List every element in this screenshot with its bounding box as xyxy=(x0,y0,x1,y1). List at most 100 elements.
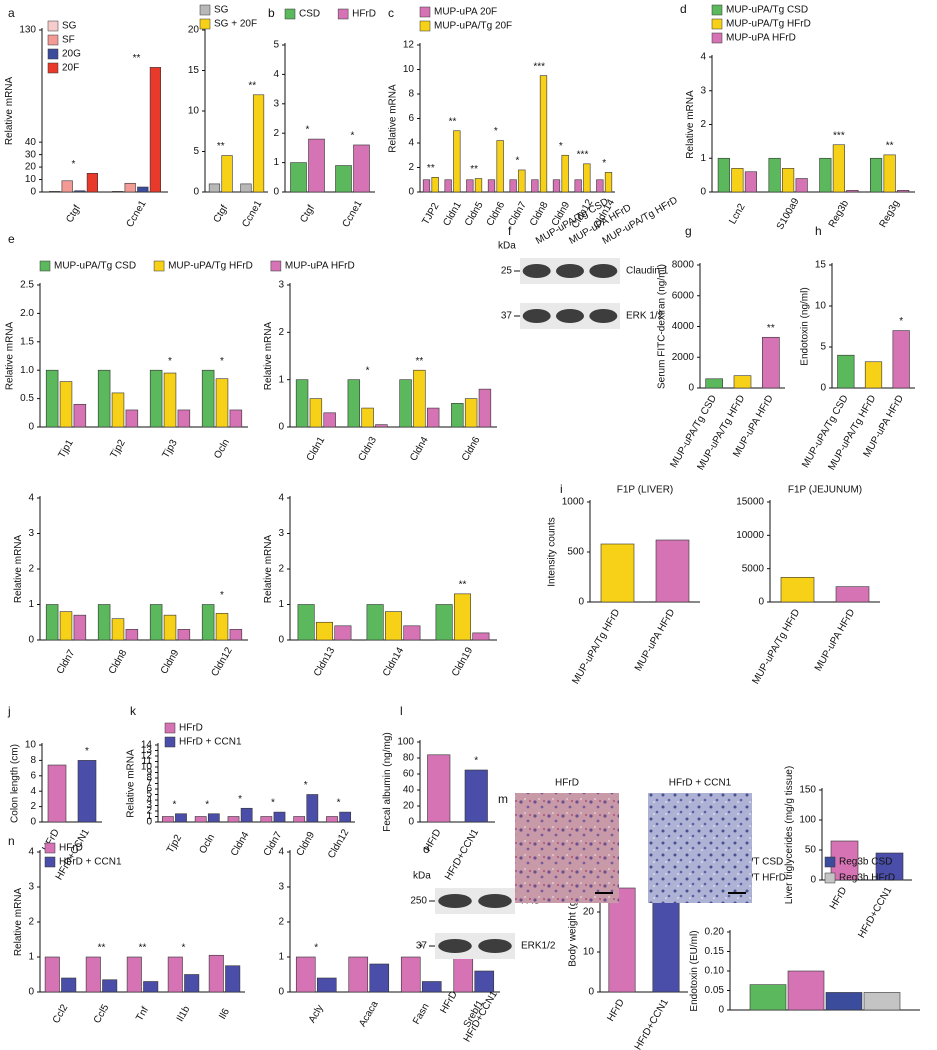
bar xyxy=(744,171,757,193)
significance: * xyxy=(85,746,89,757)
bar xyxy=(59,611,73,641)
bar xyxy=(600,543,635,603)
bar xyxy=(295,379,309,428)
x-tick-label: Acaca xyxy=(357,999,381,1029)
bar xyxy=(201,604,215,641)
bar xyxy=(403,625,421,641)
y-tick-label: 3 xyxy=(146,800,152,811)
bar xyxy=(163,372,177,428)
y-tick-label: 15 xyxy=(815,260,827,271)
bar xyxy=(48,191,61,193)
y-tick-label: 4 xyxy=(146,795,152,806)
legend-swatch xyxy=(153,260,165,272)
bar xyxy=(44,956,60,993)
significance: ** xyxy=(767,323,775,334)
y-axis-label: Relative mRNA xyxy=(4,77,15,146)
x-tick-label: Cldn9 xyxy=(295,830,318,859)
significance: *** xyxy=(833,130,845,141)
significance: * xyxy=(172,799,176,810)
legend-swatch xyxy=(199,18,211,30)
bar xyxy=(167,956,183,993)
y-axis-label: Relative mRNA xyxy=(263,322,274,391)
x-tick-label: Tnf xyxy=(134,1005,151,1023)
bar xyxy=(422,179,431,193)
panel-letter: l xyxy=(400,704,403,718)
bar xyxy=(464,398,478,428)
legend-swatch xyxy=(44,856,56,868)
panel-letter: g xyxy=(685,224,692,238)
bar xyxy=(509,179,517,193)
bar xyxy=(295,956,316,993)
bar xyxy=(339,811,352,823)
y-tick-label: 10000 xyxy=(736,530,764,541)
bar xyxy=(260,816,273,823)
panel-letter: c xyxy=(388,6,394,20)
bar xyxy=(444,179,452,193)
y-tick-label: 4 xyxy=(30,786,36,797)
bar xyxy=(472,632,490,641)
y-tick-label: 0 xyxy=(688,383,694,394)
band xyxy=(589,264,618,278)
bar xyxy=(240,183,252,193)
legend-swatch xyxy=(419,20,431,32)
y-tick-label: 0 xyxy=(28,635,34,646)
legend-label: WT CSD xyxy=(744,857,783,868)
x-tick-label: Cldn8 xyxy=(528,200,551,229)
y-tick-label: 40 xyxy=(403,785,415,796)
bar xyxy=(413,369,426,428)
x-tick-label: Cldn6 xyxy=(485,200,508,229)
y-axis-label: Serum FITC-dextran (ng/ml) xyxy=(656,264,667,389)
y-tick-label: 2 xyxy=(30,801,36,812)
significance: * xyxy=(304,780,308,791)
bar xyxy=(74,190,86,193)
x-tick-label: TJP2 xyxy=(420,201,441,227)
y-tick-label: 2 xyxy=(278,327,284,338)
band xyxy=(589,309,618,323)
y-tick-label: 1 xyxy=(278,374,284,385)
bar xyxy=(149,369,163,428)
y-tick-label: 2 xyxy=(408,162,414,173)
y-tick-label: 4 xyxy=(28,847,34,858)
marker-label: 25 xyxy=(501,266,513,277)
y-tick-label: 4 xyxy=(278,493,284,504)
x-tick-label: Ocln xyxy=(212,437,232,460)
x-tick-label: Cldn19 xyxy=(450,645,476,678)
bar xyxy=(846,190,859,193)
significance: * xyxy=(168,356,172,367)
significance: * xyxy=(306,125,310,136)
y-tick-label: 100 xyxy=(397,737,414,748)
bar xyxy=(143,981,159,993)
bar xyxy=(768,157,781,193)
legend-label: SG + 20F xyxy=(214,19,257,30)
bar xyxy=(177,629,191,641)
legend-label: SF xyxy=(62,35,75,46)
legend-label: MUP-uPA/Tg HFrD xyxy=(168,261,253,272)
significance: * xyxy=(314,943,318,954)
bar xyxy=(384,611,402,641)
legend-label: HFrD xyxy=(179,723,203,734)
bar xyxy=(335,165,352,193)
bar xyxy=(252,94,265,193)
bar xyxy=(45,604,59,641)
bar xyxy=(308,138,325,193)
y-tick-label: 0 xyxy=(810,875,816,886)
legend-label: HFrD + CCN1 xyxy=(59,857,122,868)
bar xyxy=(309,398,323,428)
bar xyxy=(897,190,910,193)
significance: * xyxy=(205,799,209,810)
y-tick-label: 5 xyxy=(820,342,826,353)
x-tick-label: Tjp2 xyxy=(165,833,184,856)
x-tick-label: Cldn6 xyxy=(460,435,483,464)
y-tick-label: 1 xyxy=(278,952,284,963)
bar xyxy=(194,816,207,823)
significance: * xyxy=(559,141,563,152)
bar xyxy=(795,178,808,193)
y-axis-label: Relative mRNA xyxy=(263,535,274,604)
y-tick-label: 0.05 xyxy=(705,985,725,996)
y-tick-label: 1000 xyxy=(562,497,585,508)
legend-swatch xyxy=(199,4,211,16)
y-tick-label: 4 xyxy=(700,52,706,63)
x-tick-label: Cldn8 xyxy=(107,648,130,677)
significance: * xyxy=(474,756,478,767)
